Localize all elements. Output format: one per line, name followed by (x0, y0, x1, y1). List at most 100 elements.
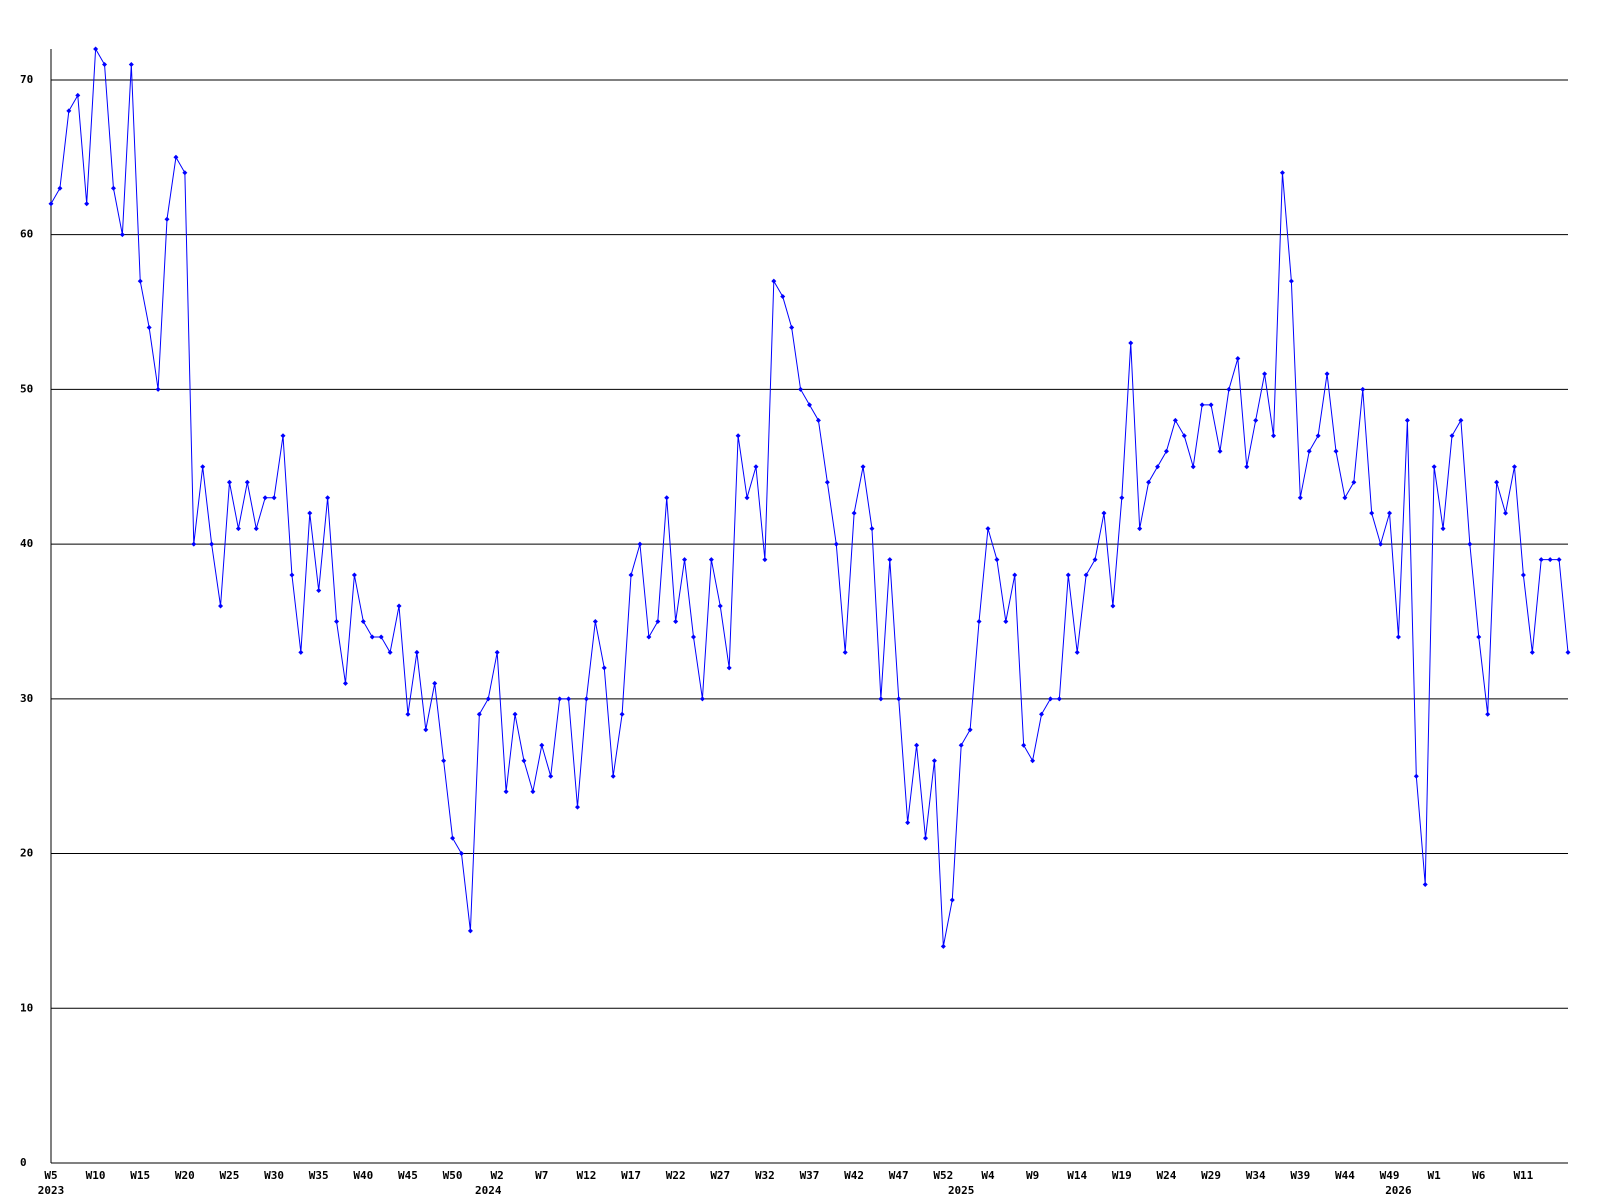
data-point (218, 603, 224, 609)
data-point (1271, 433, 1277, 439)
data-point (789, 325, 795, 330)
x-tick-label: W4 (981, 1169, 995, 1182)
data-point (1503, 510, 1509, 516)
data-point (110, 185, 116, 191)
data-point (146, 325, 152, 330)
data-point (708, 557, 714, 563)
data-point (102, 61, 108, 67)
data-point (387, 649, 393, 655)
data-point (351, 572, 357, 578)
data-point (548, 773, 554, 779)
data-point (905, 820, 911, 826)
data-point (405, 711, 411, 717)
data-point (682, 557, 688, 563)
x-tick-label: W2 (491, 1169, 504, 1182)
x-tick-label: W37 (800, 1169, 820, 1182)
data-point (1208, 402, 1214, 408)
data-point (200, 464, 206, 470)
data-point (1235, 355, 1241, 361)
data-point (744, 495, 750, 501)
x-tick-label: W20 (175, 1169, 195, 1182)
data-point (1458, 417, 1464, 423)
data-point (798, 386, 804, 392)
data-point (378, 634, 384, 640)
x-tick-label: W35 (309, 1169, 329, 1182)
data-point (1360, 386, 1366, 392)
data-line (50, 47, 1569, 947)
data-point (485, 696, 491, 702)
data-point (93, 46, 99, 52)
data-point (1351, 479, 1357, 485)
x-year-label: 2025 (948, 1184, 975, 1197)
data-point (762, 557, 768, 563)
data-point (1217, 448, 1223, 454)
data-point (1485, 711, 1491, 717)
x-tick-label: W5 (44, 1169, 57, 1182)
x-tick-label: W15 (130, 1169, 150, 1182)
data-point (1279, 170, 1285, 176)
data-point (1333, 448, 1339, 454)
data-point (949, 897, 955, 903)
data-point (441, 758, 447, 764)
data-point (824, 479, 830, 485)
data-point (1297, 495, 1303, 501)
x-tick-label: W27 (710, 1169, 730, 1182)
data-point (369, 634, 375, 640)
data-point (628, 572, 634, 578)
data-point (1253, 417, 1259, 423)
data-point (1440, 526, 1446, 532)
data-point (1172, 417, 1178, 423)
x-tick-label: W25 (220, 1169, 240, 1182)
x-tick-label: W9 (1026, 1169, 1039, 1182)
data-point (289, 572, 295, 578)
data-point (1056, 696, 1062, 702)
data-point (557, 696, 563, 702)
data-point (1047, 696, 1053, 702)
data-point (1422, 882, 1428, 887)
y-tick-label: 30 (20, 692, 33, 705)
x-year-label: 2023 (38, 1184, 65, 1197)
data-point (664, 495, 670, 501)
data-point (1538, 557, 1544, 563)
data-point (360, 618, 366, 624)
data-point (191, 541, 197, 547)
data-point (1030, 758, 1036, 764)
data-point (164, 216, 170, 222)
data-point (1190, 464, 1196, 470)
data-point (1262, 371, 1268, 377)
data-point (1012, 572, 1018, 578)
x-tick-label: W45 (398, 1169, 418, 1182)
data-point (467, 928, 473, 934)
data-point (753, 464, 759, 470)
data-point (1092, 557, 1098, 563)
y-tick-label: 0 (20, 1156, 27, 1169)
data-point (1110, 603, 1116, 609)
x-tick-label: W6 (1472, 1169, 1486, 1182)
x-tick-label: W30 (264, 1169, 284, 1182)
y-tick-label: 10 (20, 1001, 33, 1014)
data-point (690, 634, 696, 640)
data-point (182, 170, 188, 176)
data-point (226, 479, 232, 485)
x-tick-label: W49 (1380, 1169, 1400, 1182)
data-point (923, 835, 929, 841)
x-tick-label: W17 (621, 1169, 641, 1182)
data-point (869, 526, 875, 532)
data-point (566, 696, 572, 702)
data-point (646, 634, 652, 640)
data-point (771, 278, 777, 284)
data-point (583, 696, 589, 702)
data-point (976, 618, 982, 624)
data-point (1431, 464, 1437, 470)
x-tick-label: W19 (1112, 1169, 1132, 1182)
x-tick-label: W34 (1246, 1169, 1266, 1182)
data-point (699, 696, 705, 702)
x-tick-label: W42 (844, 1169, 864, 1182)
data-point (155, 386, 161, 392)
data-point (717, 603, 723, 609)
data-point (833, 541, 839, 547)
data-point (985, 526, 991, 532)
data-point (1021, 742, 1027, 748)
data-point (967, 727, 973, 733)
data-point (619, 711, 625, 717)
